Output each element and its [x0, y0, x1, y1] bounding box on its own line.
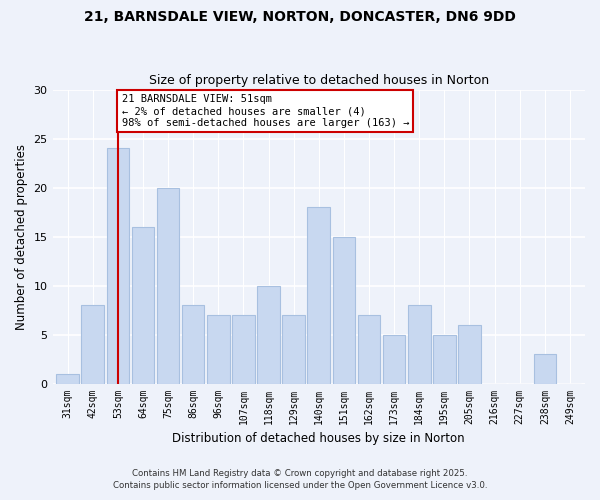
- Bar: [82, 305, 104, 384]
- Bar: [131, 227, 154, 384]
- Bar: [232, 315, 255, 384]
- Text: 21, BARNSDALE VIEW, NORTON, DONCASTER, DN6 9DD: 21, BARNSDALE VIEW, NORTON, DONCASTER, D…: [84, 10, 516, 24]
- Text: 21 BARNSDALE VIEW: 51sqm
← 2% of detached houses are smaller (4)
98% of semi-det: 21 BARNSDALE VIEW: 51sqm ← 2% of detache…: [122, 94, 409, 128]
- Bar: [257, 286, 280, 384]
- Y-axis label: Number of detached properties: Number of detached properties: [15, 144, 28, 330]
- Bar: [383, 334, 406, 384]
- Bar: [157, 188, 179, 384]
- Bar: [283, 315, 305, 384]
- Text: Contains HM Land Registry data © Crown copyright and database right 2025.
Contai: Contains HM Land Registry data © Crown c…: [113, 468, 487, 490]
- Bar: [408, 305, 431, 384]
- Bar: [107, 148, 129, 384]
- Bar: [358, 315, 380, 384]
- X-axis label: Distribution of detached houses by size in Norton: Distribution of detached houses by size …: [172, 432, 465, 445]
- Bar: [458, 325, 481, 384]
- Bar: [207, 315, 230, 384]
- Bar: [182, 305, 205, 384]
- Bar: [56, 374, 79, 384]
- Bar: [307, 207, 330, 384]
- Bar: [533, 354, 556, 384]
- Title: Size of property relative to detached houses in Norton: Size of property relative to detached ho…: [149, 74, 489, 87]
- Bar: [332, 236, 355, 384]
- Bar: [433, 334, 455, 384]
